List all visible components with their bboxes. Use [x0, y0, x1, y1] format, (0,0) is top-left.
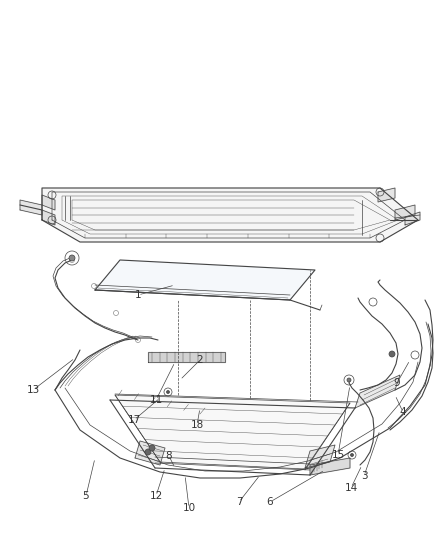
Text: 11: 11	[149, 395, 162, 405]
Polygon shape	[42, 210, 55, 225]
Text: 4: 4	[399, 407, 406, 417]
Polygon shape	[394, 205, 414, 220]
Circle shape	[166, 391, 169, 393]
Polygon shape	[95, 260, 314, 300]
Text: 7: 7	[235, 497, 242, 507]
Text: 13: 13	[26, 385, 39, 395]
Text: 5: 5	[82, 491, 89, 501]
Text: 8: 8	[165, 451, 172, 461]
Text: 9: 9	[393, 378, 399, 388]
Polygon shape	[42, 195, 55, 210]
Text: 17: 17	[127, 415, 140, 425]
Text: 2: 2	[196, 355, 203, 365]
Text: 10: 10	[182, 503, 195, 513]
Text: 6: 6	[266, 497, 273, 507]
Polygon shape	[304, 445, 334, 468]
Circle shape	[350, 454, 353, 456]
Circle shape	[346, 378, 350, 382]
Polygon shape	[309, 458, 349, 475]
Text: 14: 14	[343, 483, 357, 493]
Polygon shape	[20, 200, 42, 215]
Circle shape	[145, 449, 151, 455]
Text: 12: 12	[149, 491, 162, 501]
Circle shape	[148, 445, 155, 451]
Text: 18: 18	[190, 420, 203, 430]
Text: 15: 15	[331, 450, 344, 460]
Text: 1: 1	[134, 290, 141, 300]
Polygon shape	[377, 188, 394, 202]
Polygon shape	[148, 352, 225, 362]
Text: 3: 3	[360, 471, 367, 481]
Polygon shape	[135, 441, 165, 465]
Polygon shape	[115, 395, 349, 469]
Polygon shape	[404, 212, 419, 225]
Circle shape	[69, 255, 75, 261]
Polygon shape	[42, 188, 417, 242]
Circle shape	[388, 351, 394, 357]
Polygon shape	[354, 375, 399, 408]
